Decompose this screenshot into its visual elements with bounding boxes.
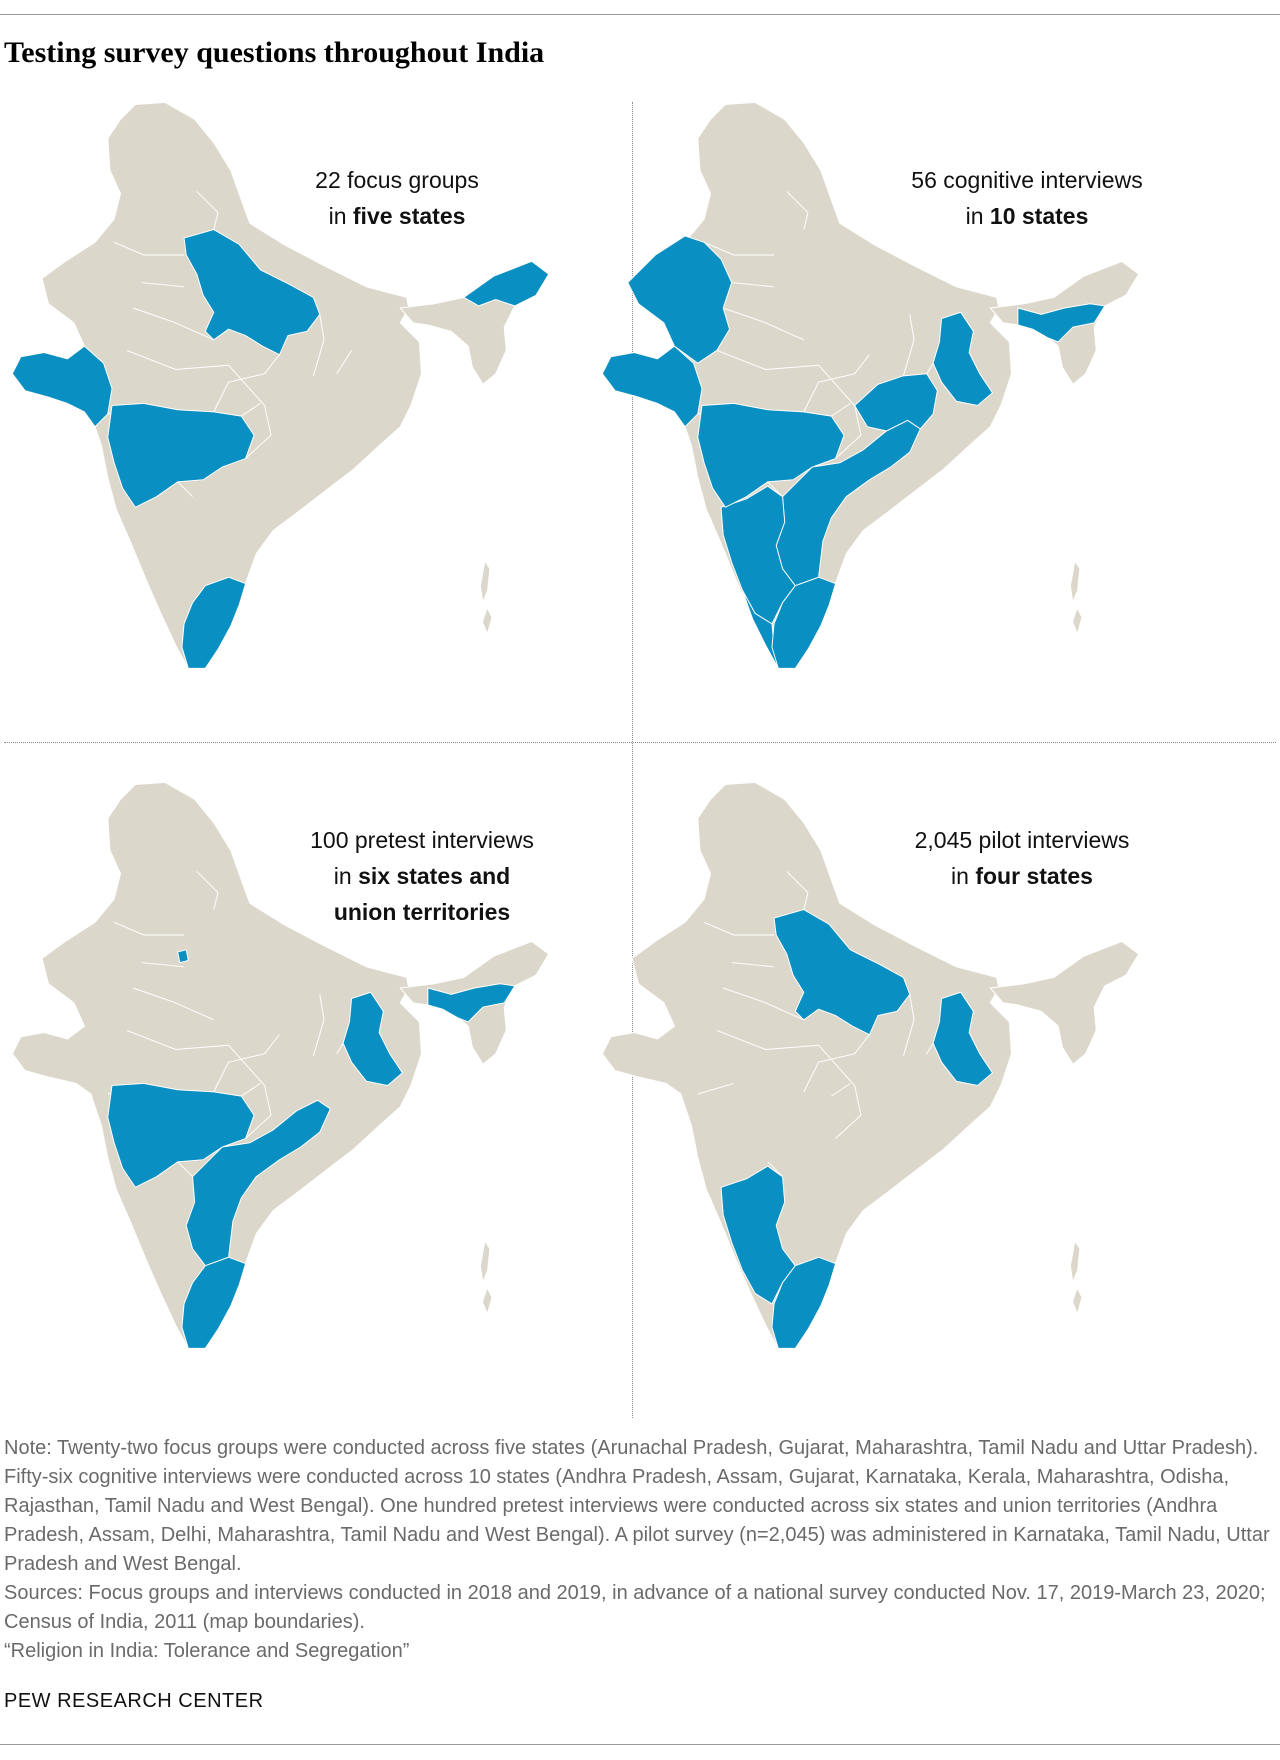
india-map <box>11 101 550 669</box>
caption-line-2: in 10 states <box>965 203 1089 229</box>
state-delhi <box>177 949 189 964</box>
caption-line-1: 22 focus groups <box>315 167 479 193</box>
state-tamil-nadu <box>181 576 247 669</box>
map-panel-pretest-interviews: 100 pretest interviews in six states and… <box>2 772 622 1392</box>
state-assam <box>1017 303 1106 343</box>
india-map <box>601 101 1140 669</box>
horizontal-divider <box>4 742 1276 743</box>
state-arunachal-pradesh <box>463 260 550 307</box>
panel-caption: 56 cognitive interviews in 10 states <box>862 162 1192 234</box>
map-panel-focus-groups: 22 focus groups in five states <box>2 92 622 712</box>
state-maharashtra <box>697 402 845 508</box>
state-gujarat <box>601 345 703 428</box>
islands <box>480 1242 492 1313</box>
panel-caption: 2,045 pilot interviews in four states <box>872 822 1172 894</box>
caption-line-1: 56 cognitive interviews <box>911 167 1143 193</box>
caption-line-3: union territories <box>333 899 511 925</box>
top-rule <box>0 14 1280 15</box>
map-panel-pilot-interviews: 2,045 pilot interviews in four states <box>592 772 1212 1392</box>
bottom-rule <box>0 1744 1280 1745</box>
state-rajasthan <box>627 235 733 364</box>
islands <box>480 562 492 633</box>
state-odisha <box>854 373 938 432</box>
state-assam <box>427 983 516 1023</box>
state-west-bengal <box>932 991 994 1087</box>
state-uttar-pradesh <box>183 229 321 356</box>
notes-block: Note: Twenty-two focus groups were condu… <box>4 1434 1274 1666</box>
sources-text: Sources: Focus groups and interviews con… <box>4 1582 1266 1633</box>
report-title: “Religion in India: Tolerance and Segreg… <box>4 1640 410 1662</box>
state-tamil-nadu <box>771 1256 837 1349</box>
state-maharashtra <box>107 402 255 508</box>
caption-line-2: in five states <box>328 203 466 229</box>
state-maharashtra <box>107 1082 255 1188</box>
northeast-region <box>989 940 1140 1066</box>
india-map <box>11 781 550 1349</box>
state-gujarat <box>11 345 113 428</box>
state-west-bengal <box>932 311 994 407</box>
panel-caption: 100 pretest interviews in six states and… <box>272 822 572 930</box>
note-text: Note: Twenty-two focus groups were condu… <box>4 1437 1270 1575</box>
state-west-bengal <box>342 991 404 1087</box>
state-andhra-pradesh <box>185 1099 331 1267</box>
state-tamil-nadu <box>771 576 837 669</box>
islands <box>1070 1242 1082 1313</box>
caption-line-1: 2,045 pilot interviews <box>914 827 1130 853</box>
panel-caption: 22 focus groups in five states <box>252 162 542 234</box>
islands <box>1070 562 1082 633</box>
chart-title: Testing survey questions throughout Indi… <box>4 36 545 69</box>
map-panel-cognitive-interviews: 56 cognitive interviews in 10 states <box>592 92 1212 712</box>
vertical-divider <box>632 102 633 1418</box>
org-name: PEW RESEARCH CENTER <box>4 1690 264 1712</box>
caption-line-1: 100 pretest interviews <box>310 827 534 853</box>
caption-line-2: in six states and <box>333 863 511 889</box>
india-map <box>601 781 1140 1349</box>
state-uttar-pradesh <box>773 909 911 1036</box>
state-tamil-nadu <box>181 1256 247 1349</box>
caption-line-2: in four states <box>951 863 1093 889</box>
